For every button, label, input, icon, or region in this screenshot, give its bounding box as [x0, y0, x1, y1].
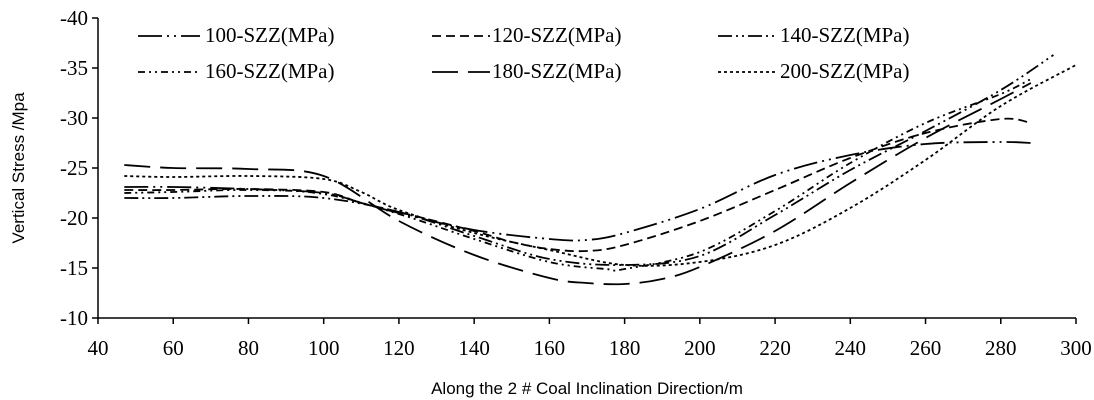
series-line-2 [124, 117, 1032, 253]
legend-label-5: 180-SZZ(MPa) [492, 59, 622, 83]
series-line-1 [124, 141, 1031, 242]
series-line-3 [124, 54, 1054, 266]
x-tick-label: 240 [835, 336, 867, 360]
x-axis-title: Along the 2 # Coal Inclination Direction… [431, 379, 743, 398]
x-tick-label: 140 [458, 336, 490, 360]
x-tick-label: 200 [684, 336, 716, 360]
y-tick-label: -35 [60, 56, 88, 80]
series-layer [124, 54, 1077, 286]
x-tick-label: 220 [759, 336, 791, 360]
x-tick-label: 80 [238, 336, 259, 360]
y-tick-label: -30 [60, 106, 88, 130]
y-tick-label: -15 [60, 256, 88, 280]
y-axis-title: Vertical Stress /Mpa [9, 92, 28, 244]
x-tick-label: 40 [88, 336, 109, 360]
y-tick-label: -10 [60, 306, 88, 330]
series-line-6 [124, 64, 1077, 267]
series-line-5 [124, 82, 1032, 286]
x-tick-label: 300 [1060, 336, 1092, 360]
y-tick-label: -20 [60, 206, 88, 230]
legend-label-3: 140-SZZ(MPa) [780, 23, 910, 47]
series-line-4 [124, 78, 1032, 272]
y-tick-label: -25 [60, 156, 88, 180]
x-tick-label: 180 [609, 336, 641, 360]
x-tick-label: 120 [383, 336, 415, 360]
x-tick-label: 260 [910, 336, 942, 360]
legend-label-6: 200-SZZ(MPa) [780, 59, 910, 83]
legend-label-4: 160-SZZ(MPa) [205, 59, 335, 83]
x-tick-label: 280 [985, 336, 1017, 360]
x-tick-label: 160 [534, 336, 566, 360]
x-axis-ticks: 40 60 80 100 120 140 160 180 200 220 240 260 280 300 [88, 318, 1092, 360]
legend: 100-SZZ(MPa) 120-SZZ(MPa) 140-SZZ(MPa) 160-… [138, 23, 910, 83]
x-tick-label: 60 [163, 336, 184, 360]
x-tick-label: 100 [308, 336, 340, 360]
legend-label-1: 100-SZZ(MPa) [205, 23, 335, 47]
y-axis-ticks: -10 -15 -20 -25 -30 -35 -40 [60, 6, 98, 330]
y-tick-label: -40 [60, 6, 88, 30]
legend-label-2: 120-SZZ(MPa) [492, 23, 622, 47]
